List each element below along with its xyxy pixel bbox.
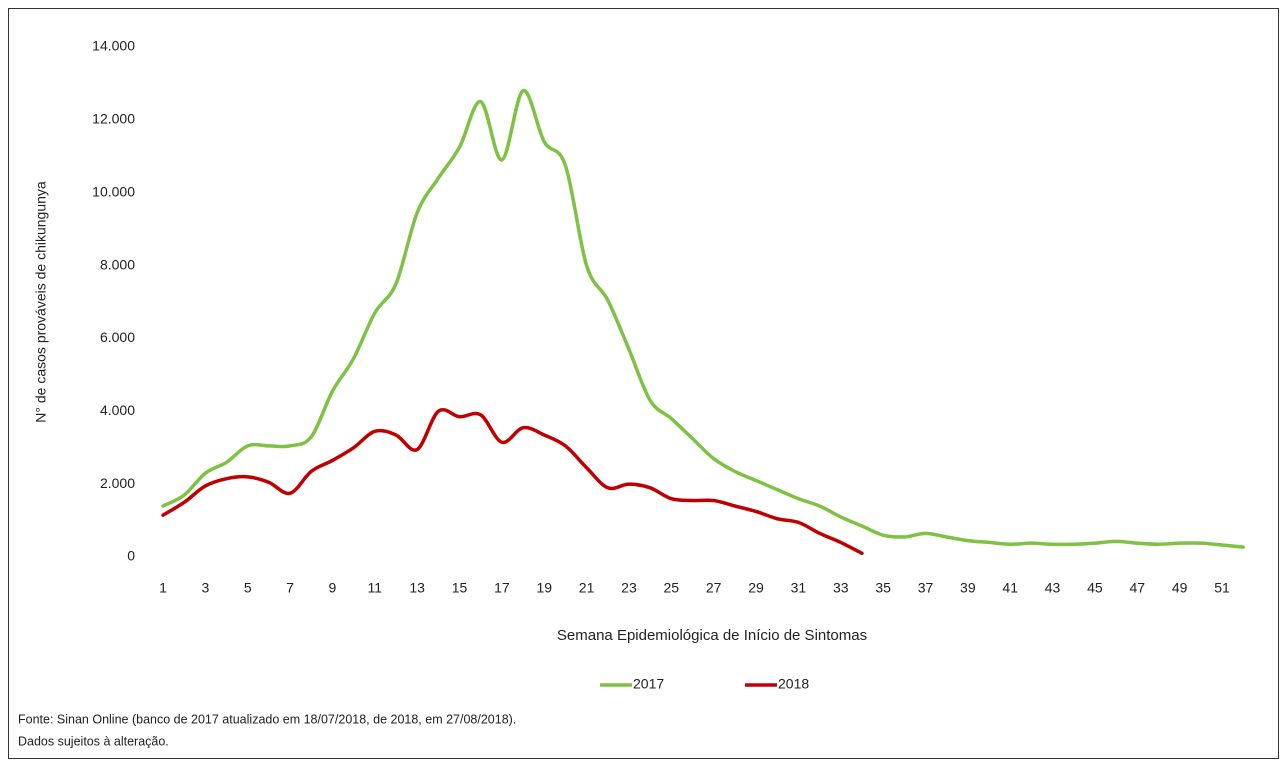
legend-label: 2017 — [633, 676, 664, 692]
legend-label: 2018 — [778, 676, 809, 692]
x-tick-label: 45 — [1087, 580, 1103, 596]
x-tick-label: 9 — [329, 580, 337, 596]
y-tick-label: 2.000 — [100, 475, 135, 491]
y-tick-label: 4.000 — [100, 402, 135, 418]
x-tick-label: 43 — [1045, 580, 1061, 596]
x-tick-label: 17 — [494, 580, 510, 596]
x-tick-label: 51 — [1214, 580, 1230, 596]
x-tick-label: 15 — [452, 580, 468, 596]
x-tick-label: 13 — [409, 580, 425, 596]
x-tick-label: 41 — [1002, 580, 1018, 596]
y-tick-label: 0 — [127, 548, 135, 564]
series-line — [161, 88, 1245, 549]
x-tick-label: 5 — [244, 580, 252, 596]
x-tick-label: 19 — [536, 580, 552, 596]
series-line — [161, 408, 864, 556]
x-tick-label: 11 — [368, 580, 383, 596]
x-tick-label: 7 — [286, 580, 294, 596]
x-tick-label: 1 — [159, 580, 167, 596]
y-tick-label: 6.000 — [100, 329, 135, 345]
frame — [8, 8, 1279, 759]
source-note: Fonte: Sinan Online (banco de 2017 atual… — [18, 712, 516, 726]
x-tick-label: 29 — [748, 580, 764, 596]
y-tick-label: 12.000 — [92, 111, 135, 127]
y-tick-label: 8.000 — [100, 256, 135, 272]
x-tick-label: 23 — [621, 580, 637, 596]
x-tick-label: 37 — [918, 580, 934, 596]
x-tick-label: 35 — [875, 580, 891, 596]
y-tick-label: 14.000 — [92, 38, 135, 54]
x-tick-label: 31 — [791, 580, 807, 596]
x-tick-label: 3 — [201, 580, 209, 596]
x-tick-label: 49 — [1172, 580, 1188, 596]
x-tick-label: 39 — [960, 580, 976, 596]
y-axis-title: N° de casos prováveis de chikungunya — [33, 181, 49, 423]
source-note: Dados sujeitos à alteração. — [18, 734, 169, 748]
x-tick-label: 27 — [706, 580, 722, 596]
x-tick-label: 47 — [1129, 580, 1145, 596]
x-tick-label: 33 — [833, 580, 849, 596]
x-axis-title: Semana Epidemiológica de Início de Sinto… — [557, 627, 867, 644]
x-tick-label: 25 — [664, 580, 680, 596]
x-tick-label: 21 — [579, 580, 595, 596]
y-tick-label: 10.000 — [92, 183, 135, 199]
